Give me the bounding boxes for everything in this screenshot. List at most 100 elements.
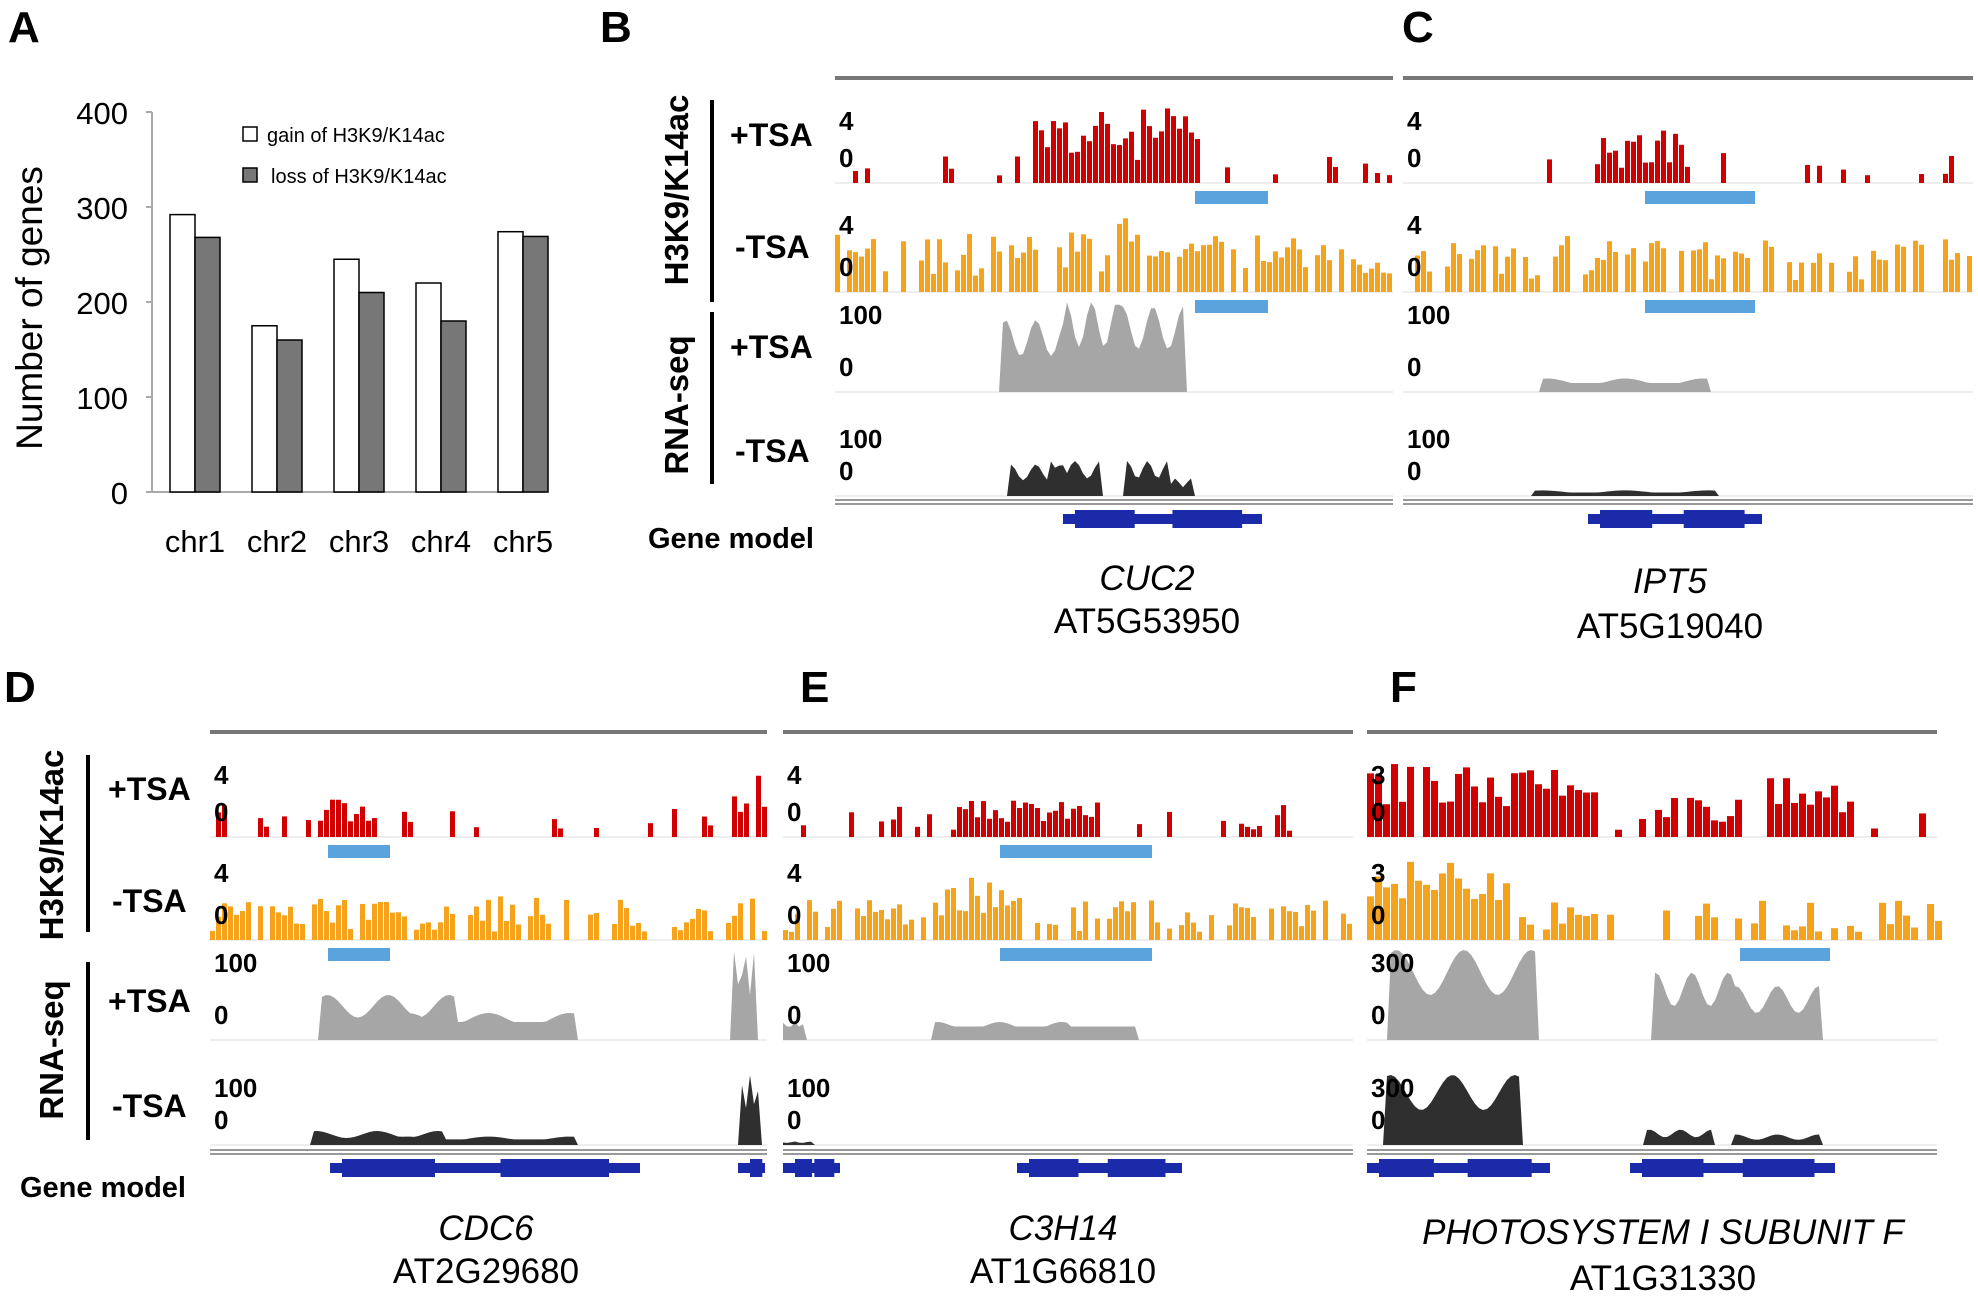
minus-tsa-label: -TSA	[112, 883, 187, 919]
plus-tsa-label: +TSA	[108, 771, 191, 807]
rnaseq-track-label: RNA-seq	[658, 335, 695, 474]
signal-bar	[1305, 904, 1310, 940]
signal-bar	[726, 922, 731, 940]
signal-bar	[1347, 923, 1352, 940]
y-tick-label: 200	[76, 286, 128, 321]
bar	[415, 282, 442, 493]
signal-bar	[498, 896, 503, 940]
signal-bar	[1607, 241, 1612, 292]
signal-bar	[1721, 258, 1726, 292]
signal-bar	[997, 175, 1002, 183]
signal-bar	[330, 922, 335, 940]
peak-bar	[1000, 845, 1152, 858]
gene-exon	[1600, 510, 1653, 528]
signal-bar	[1423, 884, 1430, 940]
signal-bar	[1059, 802, 1064, 837]
signal-bar	[1661, 248, 1666, 292]
signal-bar	[1529, 278, 1534, 292]
scale-label: 0	[1407, 456, 1421, 486]
signal-bar	[708, 931, 713, 940]
signal-bar	[1631, 248, 1636, 292]
signal-bar	[1439, 802, 1446, 837]
gene-exon	[1172, 510, 1243, 528]
signal-bar	[853, 252, 858, 292]
signal-bar	[873, 911, 878, 940]
signal-bar	[378, 901, 383, 940]
signal-bar	[300, 923, 305, 940]
signal-bar	[354, 813, 359, 837]
signal-bar	[945, 889, 950, 940]
signal-bar	[636, 922, 641, 940]
signal-bar	[801, 825, 806, 837]
rnaseq-track-label: RNA-seq	[33, 980, 70, 1119]
signal-bar	[1767, 778, 1774, 837]
signal-bar	[1251, 829, 1256, 837]
signal-bar	[1919, 244, 1924, 292]
signal-bar	[1895, 900, 1902, 940]
signal-bar	[1853, 256, 1858, 292]
x-tick-label: chr5	[493, 524, 553, 559]
signal-bar	[1423, 767, 1430, 837]
scale-label: 100	[1407, 424, 1450, 454]
signal-bar	[1495, 796, 1502, 837]
bar	[333, 258, 360, 493]
signal-bar	[1903, 915, 1910, 940]
signal-bar	[1041, 820, 1046, 837]
signal-bar	[696, 908, 701, 940]
signal-bar	[1637, 135, 1642, 183]
signal-bar	[324, 911, 329, 940]
signal-bar	[1017, 807, 1022, 837]
gene-exon	[1683, 510, 1745, 528]
signal-bar	[1063, 122, 1068, 183]
signal-bar	[1069, 232, 1074, 292]
signal-bar	[1027, 236, 1032, 292]
signal-bar	[861, 915, 866, 940]
peak-bar	[328, 948, 390, 961]
signal-bar	[1075, 251, 1080, 292]
signal-bar	[558, 828, 563, 837]
scale-label: 4	[839, 210, 854, 240]
signal-bar	[957, 910, 962, 940]
signal-bar	[1339, 249, 1344, 292]
signal-bar	[1565, 236, 1570, 292]
signal-bar	[807, 900, 812, 940]
signal-bar	[1135, 234, 1140, 292]
signal-bar	[1655, 809, 1662, 837]
signal-bar	[1703, 806, 1710, 837]
signal-bar	[1831, 928, 1838, 940]
signal-bar	[993, 810, 998, 837]
coverage-area	[210, 951, 767, 1040]
x-tick-labels: chr1 chr2 chr3 chr4 chr5	[165, 524, 553, 559]
signal-bar	[1463, 888, 1470, 940]
signal-bar	[1887, 924, 1894, 940]
signal-bar	[1643, 261, 1648, 292]
signal-bar	[1447, 801, 1454, 837]
signal-bar	[1673, 133, 1678, 183]
scale-label: 0	[214, 1000, 228, 1030]
signal-bar	[1823, 797, 1830, 837]
signal-bar	[991, 236, 996, 292]
scale-label: 0	[1371, 900, 1385, 930]
signal-bar	[1775, 803, 1782, 837]
signal-bar	[624, 908, 629, 940]
signal-bar	[837, 900, 842, 940]
signal-bar	[1943, 239, 1948, 292]
panel-label-e: E	[800, 663, 829, 712]
signal-bar	[1045, 147, 1050, 183]
signal-bar	[1089, 816, 1094, 837]
signal-bar	[855, 908, 860, 940]
signal-bar	[1901, 246, 1906, 292]
signal-bar	[1129, 131, 1134, 183]
signal-bar	[1655, 241, 1660, 292]
signal-bar	[648, 823, 653, 837]
signal-bar	[1231, 249, 1236, 292]
signal-bar	[859, 256, 864, 292]
signal-bar	[957, 807, 962, 837]
signal-bar	[1165, 108, 1170, 183]
scale-label: 100	[839, 424, 882, 454]
bar-chart: 0 100 200 300 400 chr1 chr2 chr3 chr4 chr5 Numbe…	[9, 96, 553, 559]
signal-bar	[999, 818, 1004, 837]
scale-label: 4	[787, 858, 802, 888]
signal-bar	[1871, 828, 1878, 837]
gene-id: AT2G29680	[393, 1252, 579, 1291]
